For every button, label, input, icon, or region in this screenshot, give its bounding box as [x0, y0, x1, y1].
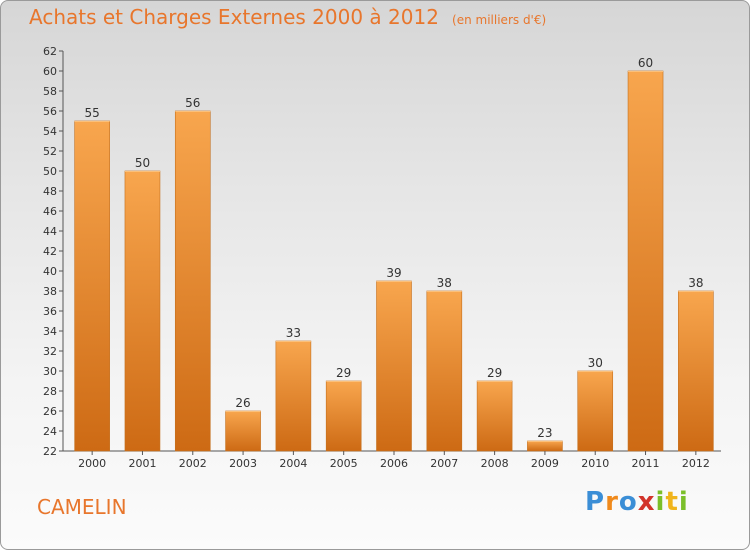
x-tick-label: 2008 — [481, 457, 509, 470]
data-label: 29 — [487, 366, 502, 380]
logo-letter: r — [605, 487, 619, 517]
bar — [426, 290, 463, 452]
y-tick-label: 30 — [43, 365, 57, 378]
y-tick-label: 48 — [43, 185, 57, 198]
bar — [325, 380, 362, 452]
y-tick-label: 40 — [43, 265, 57, 278]
x-tick-label: 2010 — [581, 457, 609, 470]
y-tick-label: 58 — [43, 85, 57, 98]
data-label: 26 — [235, 396, 250, 410]
bar — [225, 410, 261, 452]
y-tick-label: 38 — [43, 285, 57, 298]
data-label: 38 — [437, 276, 452, 290]
y-tick-label: 56 — [43, 105, 57, 118]
bar — [275, 340, 312, 452]
x-tick-label: 2003 — [229, 457, 257, 470]
y-tick-label: 24 — [43, 425, 57, 438]
data-label: 23 — [537, 426, 552, 440]
chart-title: Achats et Charges Externes 2000 à 2012 — [29, 5, 439, 29]
x-tick-label: 2012 — [682, 457, 710, 470]
logo-letter: t — [665, 487, 679, 517]
x-tick-label: 2000 — [78, 457, 106, 470]
y-tick-label: 42 — [43, 245, 57, 258]
bar — [174, 110, 211, 452]
bar — [527, 440, 563, 452]
logo-letter: o — [618, 487, 638, 517]
y-tick-label: 28 — [43, 385, 57, 398]
data-label: 38 — [688, 276, 703, 290]
y-tick-label: 22 — [43, 445, 57, 458]
y-tick-label: 26 — [43, 405, 57, 418]
title-row: Achats et Charges Externes 2000 à 2012 (… — [29, 5, 546, 29]
logo-letter: P — [585, 487, 606, 517]
x-tick-label: 2011 — [632, 457, 660, 470]
data-label: 29 — [336, 366, 351, 380]
y-tick-label: 52 — [43, 145, 57, 158]
x-tick-label: 2004 — [279, 457, 307, 470]
logo-letter: i — [678, 487, 689, 517]
y-tick-label: 60 — [43, 65, 57, 78]
bar — [376, 280, 412, 452]
x-tick-label: 2001 — [128, 457, 156, 470]
proxiti-logo: Proxiti — [585, 487, 689, 517]
x-tick-label: 2009 — [531, 457, 559, 470]
y-tick-label: 50 — [43, 165, 57, 178]
commune-name: CAMELIN — [37, 495, 127, 519]
y-tick-label: 44 — [43, 225, 57, 238]
y-tick-label: 36 — [43, 305, 57, 318]
data-label: 56 — [185, 96, 200, 110]
x-tick-label: 2007 — [430, 457, 458, 470]
logo-letter: i — [655, 487, 666, 517]
x-tick-label: 2006 — [380, 457, 408, 470]
data-label: 33 — [286, 326, 301, 340]
bar — [124, 170, 161, 452]
y-tick-label: 54 — [43, 125, 57, 138]
x-tick-label: 2002 — [179, 457, 207, 470]
bar — [627, 70, 664, 452]
y-tick-label: 34 — [43, 325, 57, 338]
y-tick-label: 62 — [43, 45, 57, 58]
data-label: 50 — [135, 156, 150, 170]
bar — [74, 120, 110, 452]
logo-letter: x — [637, 487, 656, 517]
bar — [476, 380, 513, 452]
y-tick-label: 32 — [43, 345, 57, 358]
bar — [678, 290, 714, 452]
data-label: 39 — [386, 266, 401, 280]
data-label: 30 — [588, 356, 603, 370]
data-label: 55 — [85, 106, 100, 120]
x-tick-label: 2005 — [330, 457, 358, 470]
chart-unit: (en milliers d'€) — [452, 13, 547, 27]
data-label: 60 — [638, 56, 653, 70]
y-tick-label: 46 — [43, 205, 57, 218]
bar — [577, 370, 614, 452]
